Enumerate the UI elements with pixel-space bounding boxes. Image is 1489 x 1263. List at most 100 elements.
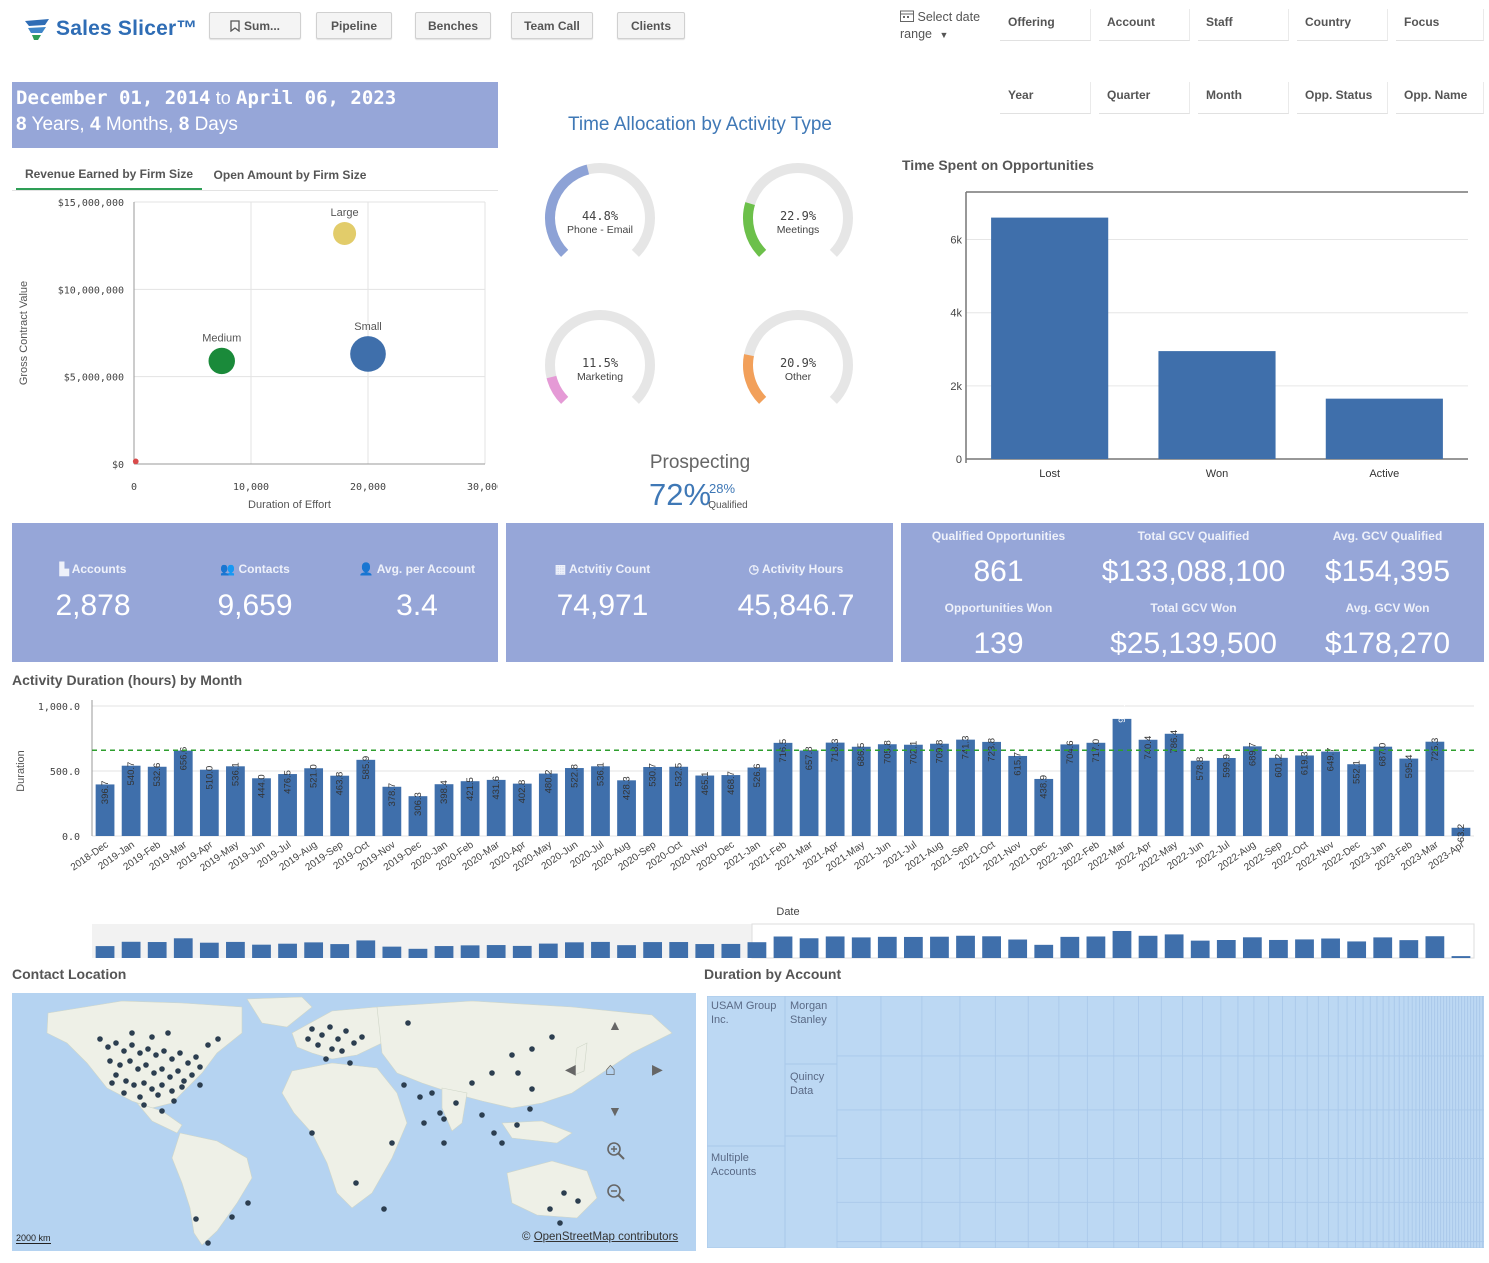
treemap-tile [1306,1201,1319,1243]
tab-open-amount[interactable]: Open Amount by Firm Size [204,160,376,190]
total-gcv-won-value: $25,139,500 [1110,627,1277,660]
treemap-tile [1355,1201,1364,1243]
treemap-tile [1317,1201,1330,1243]
attribution-link[interactable]: OpenStreetMap contributors [533,1231,679,1243]
qualified-label: Qualified [708,500,747,511]
nav-button-summary[interactable]: Sum... [209,12,301,39]
nav-button-clients[interactable]: Clients [617,12,685,39]
month-bar [565,768,584,836]
nav-button-benches[interactable]: Benches [415,12,491,39]
pan-left-icon[interactable]: ◀ [565,1061,576,1077]
treemap-tile [1382,1201,1390,1243]
treemap-tile [1058,1241,1088,1248]
treemap-tile [1455,1241,1460,1248]
treemap-tile [1470,1109,1475,1159]
treemap-tile [1449,1109,1454,1159]
filter-year[interactable]: Year [1000,82,1091,114]
treemap-label-morgan-stanley[interactable]: Morgan Stanley [790,1000,828,1026]
treemap-label-usam[interactable]: USAM Group Inc. [711,1000,777,1026]
treemap-tile [1473,1158,1478,1203]
contact-location-dot [189,1072,195,1078]
treemap-tile [1328,1158,1339,1203]
treemap-tile [1346,1109,1356,1159]
treemap-tile [1086,996,1115,1057]
treemap-label-quincy-data[interactable]: Quincy Data [790,1071,825,1097]
pan-right-icon[interactable]: ▶ [652,1061,663,1077]
scatter-x-tick: 30,000 [467,482,498,493]
treemap-tile [1452,1109,1457,1159]
treemap-tile [1407,1109,1413,1159]
filter-country[interactable]: Country [1297,9,1388,41]
tab-revenue-earned[interactable]: Revenue Earned by Firm Size [16,160,202,190]
gauge-label: Meetings [777,224,820,236]
pan-up-icon[interactable]: ▲ [608,1017,622,1033]
treemap-tile [1337,996,1348,1057]
contact-location-map[interactable]: ▲ ◀ ⌂ ▶ ▼ 2000 km © OpenStreetMap contri… [12,993,696,1251]
month-y-label: Duration [15,750,27,792]
treemap-tile [1473,1055,1478,1111]
map-attribution[interactable]: © OpenStreetMap contributors [522,1231,678,1243]
treemap-tile [1458,1055,1463,1111]
treemap-tile [1086,1201,1115,1243]
month-bar-label: 786.4 [1169,730,1180,754]
month-bar-label: 702.1 [908,741,919,765]
filter-opp-status[interactable]: Opp. Status [1297,82,1388,114]
treemap-tile [1398,1055,1405,1111]
contact-location-dot [229,1214,235,1220]
treemap-tile [1346,1241,1356,1248]
app-logo[interactable]: Sales Slicer™ [24,14,198,44]
treemap-tile [1282,1158,1296,1203]
treemap-label-multiple-accounts[interactable]: Multiple Accounts [711,1152,757,1178]
nav-button-pipeline[interactable]: Pipeline [316,12,392,39]
treemap-tile [1237,1158,1255,1203]
filter-quarter[interactable]: Quarter [1099,82,1190,114]
month-bar [1269,757,1288,836]
month-bar [851,746,871,836]
month-y-tick: 0.0 [62,832,80,843]
filter-focus[interactable]: Focus [1396,9,1484,41]
navigator-bar [773,936,793,958]
treemap-tile [1455,1109,1460,1159]
treemap-tile [1398,1201,1405,1243]
filter-month[interactable]: Month [1198,82,1289,114]
month-bar [747,767,767,836]
treemap-tile [784,1063,838,1137]
scatter-point [208,347,235,375]
treemap-tile [1337,1241,1348,1248]
caret-down-icon: ▼ [939,30,949,40]
scatter-y-label: Gross Contract Value [18,281,30,385]
years-label: Years, [31,114,85,135]
time-spent-bar-chart: 0 2k 4k 6k Lost Won Active [950,191,1468,480]
treemap-tile [1431,1055,1436,1111]
treemap-tile [1440,1109,1445,1159]
treemap-tile [1202,1109,1222,1159]
treemap-tile [1470,1241,1475,1248]
date-range-picker[interactable]: Select date range ▼ [900,9,996,44]
nav-button-team-call[interactable]: Team Call [511,12,593,39]
contact-location-dot [389,1140,395,1146]
treemap-tile [1220,1241,1239,1248]
zoom-in-icon[interactable] [606,1141,626,1166]
month-bar-label: 578.8 [1195,757,1206,781]
treemap-tile [1446,1158,1451,1203]
home-icon[interactable]: ⌂ [605,1059,616,1079]
treemap-tile [1411,1158,1417,1203]
duration-by-account-treemap[interactable] [707,996,1484,1248]
filter-offering[interactable]: Offering [1000,9,1091,41]
contact-location-dot [509,1052,515,1058]
prospecting-value: 72% [649,477,711,512]
contact-location-dot [527,1106,533,1112]
kpi-panel-activity: ▦ Actvitiy Count 74,971 ◷ Activity Hours… [506,523,893,662]
month-bar [1008,755,1028,836]
filter-staff[interactable]: Staff [1198,9,1289,41]
duration-by-account-title: Duration by Account [704,966,842,982]
filter-opp-name[interactable]: Opp. Name [1396,82,1484,114]
pan-down-icon[interactable]: ▼ [608,1103,622,1119]
treemap-tile [1455,1158,1460,1203]
treemap-tile [1113,1158,1139,1203]
treemap-tile [1382,996,1390,1057]
zoom-out-icon[interactable] [606,1183,626,1208]
filter-account[interactable]: Account [1099,9,1190,41]
treemap-tile [1237,996,1255,1057]
contact-location-dot [135,1066,141,1072]
